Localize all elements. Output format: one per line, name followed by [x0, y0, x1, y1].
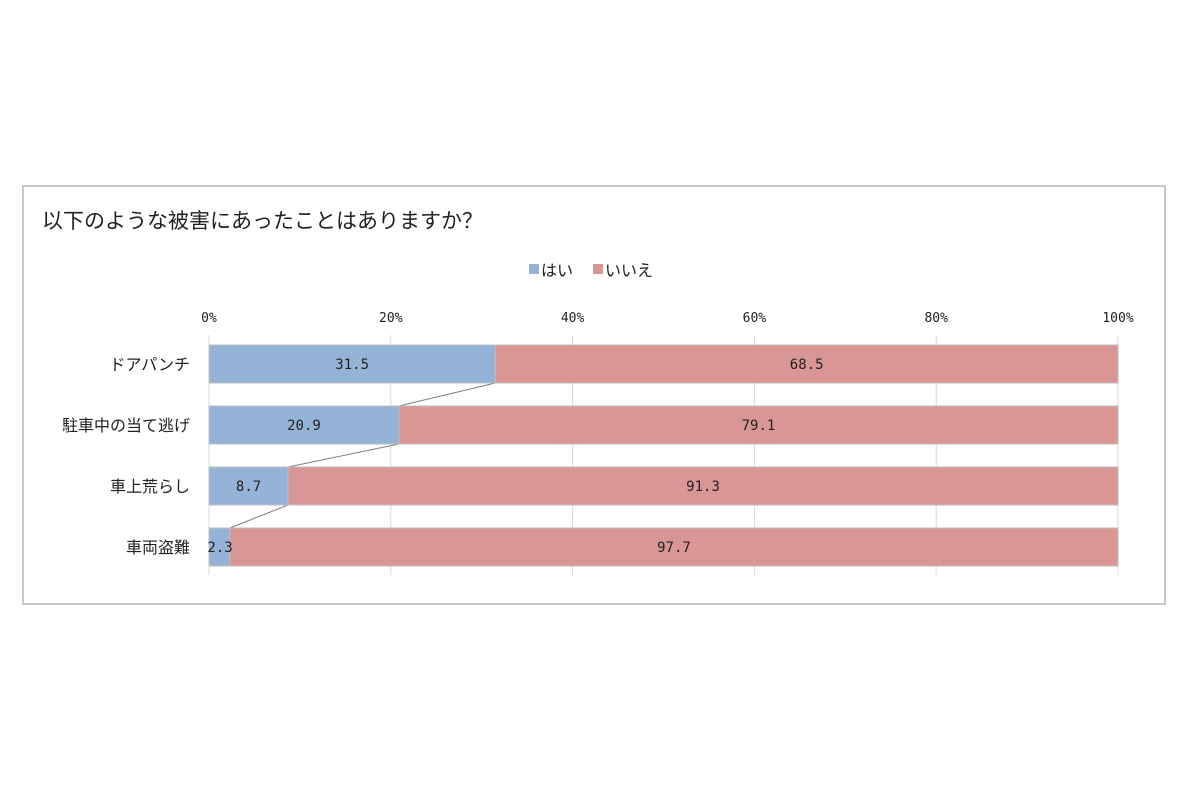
x-tick-label: 40%	[561, 311, 585, 326]
data-labels: 31.5 68.5 20.9 79.1 8.7 91.3 2.3 97.7	[207, 357, 823, 556]
x-tick-label: 20%	[379, 311, 403, 326]
legend-label-yes: はい	[541, 261, 573, 280]
category-label: 駐車中の当て逃げ	[62, 416, 190, 435]
x-tick-label: 0%	[201, 311, 217, 326]
chart-title: 以下のような被害にあったことはありますか？	[42, 209, 483, 233]
category-label: 車両盗難	[126, 538, 190, 557]
data-label: 79.1	[742, 418, 776, 434]
data-label: 68.5	[790, 357, 824, 373]
bar-segment	[208, 405, 400, 445]
data-label: 91.3	[686, 479, 720, 495]
series-line	[398, 382, 496, 407]
data-label: 20.9	[287, 418, 321, 434]
data-label: 8.7	[236, 479, 261, 495]
legend-swatch-no	[593, 264, 603, 274]
series-line	[229, 504, 289, 529]
bar-segment	[494, 344, 1119, 384]
bar-segment	[398, 405, 1119, 445]
x-tick-label: 60%	[743, 311, 767, 326]
x-tick-label: 100%	[1102, 311, 1133, 326]
x-axis-ticks: 0% 20% 40% 60% 80% 100%	[201, 311, 1134, 326]
series-lines	[229, 382, 496, 529]
series-line	[287, 443, 400, 468]
bars	[208, 344, 1119, 567]
legend-label-no: いいえ	[605, 261, 653, 280]
bar-segment	[287, 466, 1119, 506]
x-tick-label: 80%	[924, 311, 948, 326]
data-label: 31.5	[335, 357, 369, 373]
bar-segment	[208, 466, 289, 506]
legend: はい いいえ	[529, 261, 653, 280]
category-label: 車上荒らし	[110, 477, 190, 496]
legend-swatch-yes	[529, 264, 539, 274]
data-label: 97.7	[657, 540, 691, 556]
bar-segment	[229, 527, 1119, 567]
category-label: ドアパンチ	[110, 355, 190, 374]
data-label: 2.3	[207, 540, 232, 556]
